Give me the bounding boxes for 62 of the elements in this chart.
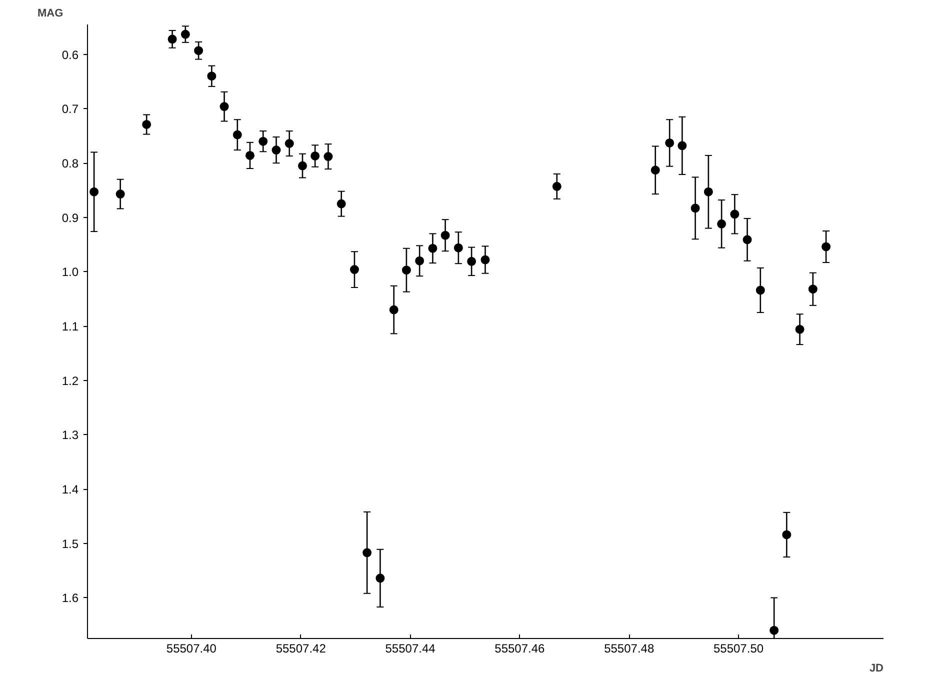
point bbox=[180, 30, 190, 39]
point bbox=[310, 152, 320, 160]
point bbox=[376, 574, 385, 583]
point bbox=[362, 548, 372, 558]
x-tick-label: 55507.46 bbox=[494, 642, 546, 656]
point bbox=[704, 187, 713, 196]
point bbox=[168, 34, 177, 44]
point bbox=[258, 136, 268, 146]
point bbox=[782, 530, 792, 540]
x-tick-label: 55507.50 bbox=[714, 642, 764, 656]
point bbox=[742, 235, 752, 244]
y-tick-label: 1.2 bbox=[62, 374, 79, 388]
point bbox=[440, 230, 450, 240]
y-tick-label: 1.0 bbox=[62, 265, 79, 280]
point bbox=[90, 187, 99, 196]
x-tick-label: 55507.42 bbox=[276, 642, 326, 656]
point bbox=[822, 242, 831, 252]
y-tick-label: 1.4 bbox=[62, 482, 79, 497]
point bbox=[245, 150, 254, 160]
point bbox=[665, 138, 674, 148]
point bbox=[428, 244, 438, 253]
x-axis-title: JD bbox=[869, 662, 884, 674]
y-tick-label: 1.1 bbox=[62, 320, 79, 334]
point bbox=[298, 161, 307, 170]
point bbox=[116, 190, 125, 199]
point bbox=[142, 120, 152, 129]
point bbox=[207, 72, 216, 81]
point bbox=[220, 102, 229, 112]
point bbox=[717, 219, 726, 228]
point bbox=[770, 626, 779, 635]
y-tick-label: 0.8 bbox=[62, 156, 79, 171]
point bbox=[467, 256, 476, 266]
point bbox=[552, 182, 562, 191]
point bbox=[389, 305, 398, 314]
point bbox=[336, 199, 346, 208]
point bbox=[756, 286, 765, 295]
y-tick-label: 0.7 bbox=[62, 102, 79, 116]
point bbox=[454, 243, 463, 252]
point bbox=[808, 284, 818, 294]
point bbox=[650, 166, 660, 175]
x-tick-label: 55507.48 bbox=[604, 642, 654, 656]
point bbox=[402, 266, 411, 275]
point bbox=[272, 146, 281, 155]
y-tick-label: 1.3 bbox=[62, 428, 79, 442]
point bbox=[350, 265, 359, 274]
point bbox=[324, 152, 333, 162]
point bbox=[284, 139, 294, 148]
point bbox=[480, 255, 490, 264]
point bbox=[795, 324, 804, 334]
point bbox=[690, 204, 700, 213]
x-tick-label: 55507.40 bbox=[166, 642, 217, 656]
x-tick-label: 55507.44 bbox=[385, 642, 436, 656]
point bbox=[678, 141, 687, 150]
y-tick-label: 1.6 bbox=[62, 591, 79, 606]
y-tick-label: 1.5 bbox=[62, 536, 79, 551]
point bbox=[730, 210, 740, 219]
y-tick-label: 0.9 bbox=[62, 210, 79, 225]
point bbox=[415, 256, 424, 266]
point bbox=[194, 46, 204, 56]
point bbox=[232, 130, 242, 140]
y-tick-label: 0.6 bbox=[62, 48, 79, 62]
y-axis-title: MAG bbox=[38, 8, 64, 20]
